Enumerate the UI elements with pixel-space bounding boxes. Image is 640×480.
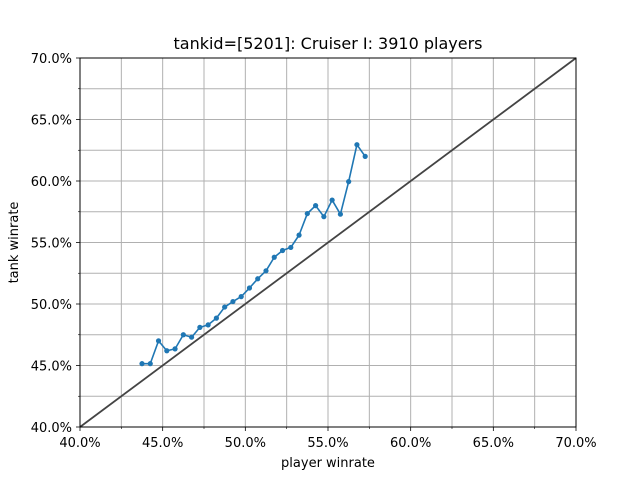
- data-point: [337, 211, 343, 217]
- y-tick-label: 55.0%: [31, 237, 72, 252]
- data-point: [304, 210, 310, 217]
- data-point: [205, 322, 211, 328]
- data-point: [222, 304, 228, 310]
- reference-line-layer: [79, 57, 577, 428]
- series-line: [142, 143, 366, 365]
- data-point: [263, 268, 269, 274]
- data-point: [313, 203, 319, 209]
- x-tick-label: 70.0%: [555, 436, 596, 451]
- data-point: [147, 361, 153, 367]
- y-tick-label: 60.0%: [31, 175, 72, 190]
- data-point: [230, 298, 236, 305]
- x-axis-label: player winrate: [281, 456, 375, 471]
- series-layer: [139, 142, 368, 367]
- ticks: 40.0% 45.0% 50.0% 55.0% 60.0% 65.0% 70.0% 40.0%…: [31, 52, 597, 451]
- x-tick-label: 40.0%: [59, 436, 100, 451]
- y-tick-label: 45.0%: [31, 360, 72, 375]
- x-tick-label: 65.0%: [473, 436, 514, 451]
- y-tick-label: 40.0%: [31, 421, 72, 436]
- data-point: [213, 315, 219, 321]
- x-tick-label: 55.0%: [307, 436, 348, 451]
- data-point: [288, 244, 294, 251]
- y-tick-label: 65.0%: [31, 114, 72, 129]
- reference-line: [79, 57, 577, 428]
- data-point: [180, 332, 186, 338]
- data-point: [255, 276, 261, 282]
- data-point: [279, 247, 286, 254]
- data-point: [354, 142, 360, 148]
- x-tick-label: 60.0%: [390, 436, 431, 451]
- data-point: [271, 254, 277, 260]
- data-point: [139, 361, 145, 367]
- data-point: [346, 179, 352, 185]
- data-point: [296, 232, 302, 238]
- x-tick-label: 50.0%: [225, 436, 266, 451]
- y-axis-label: tank winrate: [7, 202, 22, 284]
- y-tick-label: 50.0%: [31, 298, 72, 313]
- x-tick-label: 45.0%: [142, 436, 183, 451]
- data-point: [362, 153, 368, 159]
- data-point: [164, 348, 170, 354]
- data-point: [197, 324, 203, 330]
- data-point: [321, 214, 327, 220]
- data-point: [329, 197, 335, 203]
- data-point: [246, 285, 253, 291]
- chart-title: tankid=[5201]: Cruiser I: 3910 players: [174, 34, 483, 53]
- data-point: [172, 346, 178, 352]
- data-point: [238, 294, 244, 300]
- y-tick-label: 70.0%: [31, 52, 72, 67]
- data-point: [155, 338, 162, 344]
- data-point: [189, 334, 195, 340]
